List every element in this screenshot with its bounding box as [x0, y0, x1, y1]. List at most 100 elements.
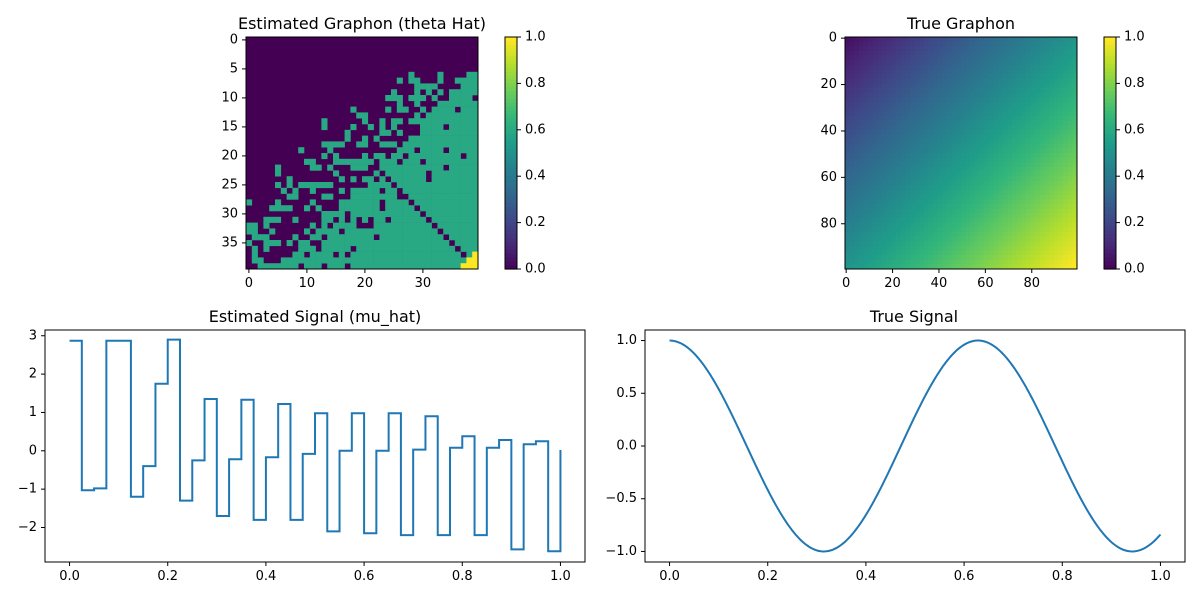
heatmap-cell [1012, 101, 1018, 107]
heatmap-cell [356, 141, 363, 148]
heatmap-cell [1025, 236, 1031, 242]
heatmap-cell [1063, 176, 1069, 182]
heatmap-cell [947, 213, 953, 219]
heatmap-cell [849, 69, 855, 75]
heatmap-cell [951, 55, 957, 61]
heatmap-cell [845, 176, 851, 182]
heatmap-cell [882, 204, 888, 210]
heatmap-cell [845, 250, 851, 256]
heatmap-cell [984, 37, 990, 43]
heatmap-cell [905, 245, 911, 251]
heatmap-cell [1053, 92, 1059, 98]
heatmap-cell [1025, 153, 1031, 159]
heatmap-cell [460, 176, 467, 183]
heatmap-cell [993, 129, 999, 135]
heatmap-cell [1035, 190, 1041, 196]
heatmap-cell [1030, 55, 1036, 61]
heatmap-cell [900, 264, 906, 270]
heatmap-cell [956, 199, 962, 205]
heatmap-cell [928, 231, 934, 237]
heatmap-cell [414, 228, 421, 235]
heatmap-cell [882, 55, 888, 61]
heatmap-cell [449, 187, 456, 194]
heatmap-cell [896, 41, 902, 47]
heatmap-cell [961, 259, 967, 265]
heatmap-cell [863, 134, 869, 140]
heatmap-cell [845, 50, 851, 56]
heatmap-cell [269, 263, 276, 270]
heatmap-cell [391, 153, 398, 160]
heatmap-cell [877, 106, 883, 112]
x-tick-label: 80 [1023, 276, 1040, 291]
heatmap-cell [449, 164, 456, 171]
heatmap-cell [1002, 185, 1008, 191]
heatmap-cell [905, 208, 911, 214]
heatmap-cell [900, 194, 906, 200]
heatmap-cell [1063, 264, 1069, 270]
heatmap-cell [923, 134, 929, 140]
colorbar-swatch [1104, 211, 1116, 216]
heatmap-cell [845, 41, 851, 47]
heatmap-cell [970, 148, 976, 154]
heatmap-cell [886, 231, 892, 237]
heatmap-cell [979, 41, 985, 47]
heatmap-cell [970, 46, 976, 52]
heatmap-cell [882, 129, 888, 135]
heatmap-cell [338, 216, 345, 223]
heatmap-cell [1025, 255, 1031, 261]
heatmap-cell [937, 139, 943, 145]
heatmap-cell [396, 205, 403, 212]
heatmap-cell [1039, 236, 1045, 242]
heatmap-cell [379, 176, 386, 183]
heatmap-cell [1049, 166, 1055, 172]
heatmap-cell [928, 162, 934, 168]
colorbar-swatch [505, 222, 517, 228]
heatmap-cell [868, 83, 874, 89]
heatmap-cell [979, 217, 985, 223]
heatmap-cell [993, 139, 999, 145]
heatmap-cell [863, 92, 869, 98]
heatmap-cell [251, 245, 258, 252]
heatmap-cell [891, 83, 897, 89]
heatmap-cell [868, 143, 874, 149]
heatmap-cell [933, 217, 939, 223]
heatmap-cell [942, 134, 948, 140]
heatmap-cell [286, 240, 293, 247]
heatmap-cell [1044, 208, 1050, 214]
colorbar-swatch [505, 110, 517, 115]
heatmap-cell [362, 118, 369, 125]
heatmap-cell [937, 134, 943, 140]
heatmap-cell [1030, 185, 1036, 191]
colorbar-swatch [1104, 67, 1116, 73]
heatmap-cell [367, 158, 374, 165]
heatmap-cell [961, 222, 967, 228]
heatmap-cell [414, 176, 421, 183]
heatmap-cell [431, 112, 438, 119]
heatmap-cell [420, 164, 427, 171]
heatmap-cell [350, 228, 357, 235]
heatmap-cell [947, 111, 953, 117]
heatmap-cell [1016, 199, 1022, 205]
heatmap-cell [449, 135, 456, 142]
heatmap-cell [974, 139, 980, 145]
heatmap-cell [928, 185, 934, 191]
heatmap-cell [891, 157, 897, 163]
heatmap-cell [877, 185, 883, 191]
heatmap-cell [472, 71, 479, 78]
heatmap-cell [1021, 92, 1027, 98]
heatmap-cell [292, 193, 299, 200]
heatmap-cell [988, 115, 994, 121]
heatmap-cell [933, 162, 939, 168]
heatmap-cell [1053, 176, 1059, 182]
heatmap-cell [1063, 236, 1069, 242]
heatmap-cell [1053, 199, 1059, 205]
heatmap-cell [863, 176, 869, 182]
heatmap-cell [1058, 69, 1064, 75]
heatmap-cell [425, 124, 432, 131]
plot-frame [644, 329, 1186, 563]
heatmap-cell [863, 97, 869, 103]
heatmap-cell [923, 166, 929, 172]
y-tick-label: 3 [29, 328, 37, 343]
heatmap-cell [914, 41, 920, 47]
heatmap-cell [886, 50, 892, 56]
